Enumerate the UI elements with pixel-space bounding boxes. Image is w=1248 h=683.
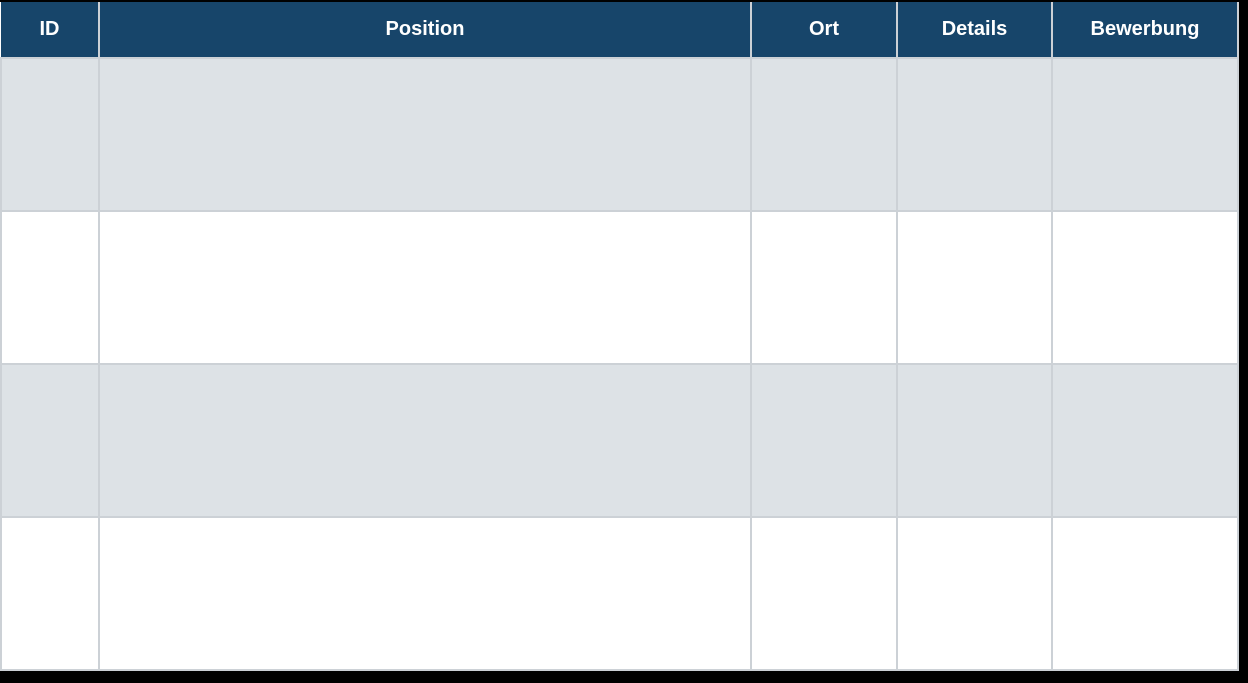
- cell-details: [896, 516, 1053, 671]
- cell-ort: [750, 210, 898, 365]
- cell-position: [98, 516, 752, 671]
- job-listings-table-container: ID Position Ort Details Bewerbung: [0, 2, 1239, 671]
- cell-bewerbung: [1051, 210, 1239, 365]
- cell-ort: [750, 57, 898, 212]
- column-header-bewerbung: Bewerbung: [1051, 2, 1239, 59]
- table-row: [0, 57, 1239, 212]
- cell-details: [896, 210, 1053, 365]
- cell-ort: [750, 363, 898, 518]
- table-row: [0, 210, 1239, 365]
- cell-id: [0, 516, 100, 671]
- column-header-ort: Ort: [750, 2, 898, 59]
- cell-position: [98, 210, 752, 365]
- table-row: [0, 363, 1239, 518]
- table-header-row: ID Position Ort Details Bewerbung: [1, 2, 1239, 59]
- cell-ort: [750, 516, 898, 671]
- column-header-details: Details: [896, 2, 1053, 59]
- column-header-position: Position: [98, 2, 752, 59]
- cell-id: [0, 57, 100, 212]
- table-row: [0, 516, 1239, 671]
- column-header-id: ID: [1, 2, 100, 59]
- cell-bewerbung: [1051, 363, 1239, 518]
- cell-position: [98, 363, 752, 518]
- cell-id: [0, 210, 100, 365]
- cell-id: [0, 363, 100, 518]
- cell-details: [896, 363, 1053, 518]
- cell-bewerbung: [1051, 57, 1239, 212]
- cell-bewerbung: [1051, 516, 1239, 671]
- cell-position: [98, 57, 752, 212]
- job-listings-table: ID Position Ort Details Bewerbung: [0, 2, 1239, 671]
- cell-details: [896, 57, 1053, 212]
